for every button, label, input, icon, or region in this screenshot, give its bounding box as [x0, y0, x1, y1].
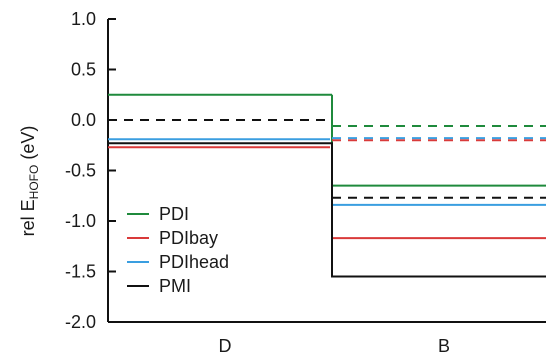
legend: PDI PDIbay PDIhead PMI	[127, 204, 229, 296]
x-category-label: D	[219, 336, 232, 356]
legend-label-pdihead: PDIhead	[159, 252, 229, 272]
y-tick-label: 1.0	[71, 9, 96, 29]
legend-label-pmi: PMI	[159, 276, 191, 296]
x-category-label: B	[438, 336, 450, 356]
y-tick-label: -0.5	[65, 161, 96, 181]
plot-area	[108, 93, 546, 278]
y-tick-label: 0.5	[71, 60, 96, 80]
y-tick-label: -2.0	[65, 312, 96, 332]
legend-label-pdi: PDI	[159, 204, 189, 224]
pmi-level-line	[108, 142, 546, 278]
y-tick-label: 0.0	[71, 110, 96, 130]
y-axis-title: rel EHOFO (eV)	[18, 126, 41, 237]
legend-label-pdibay: PDIbay	[159, 228, 218, 248]
y-tick-label: -1.5	[65, 262, 96, 282]
y-ticks: 1.0 0.5 0.0 -0.5 -1.0 -1.5 -2.0	[65, 9, 116, 332]
y-tick-label: -1.0	[65, 211, 96, 231]
